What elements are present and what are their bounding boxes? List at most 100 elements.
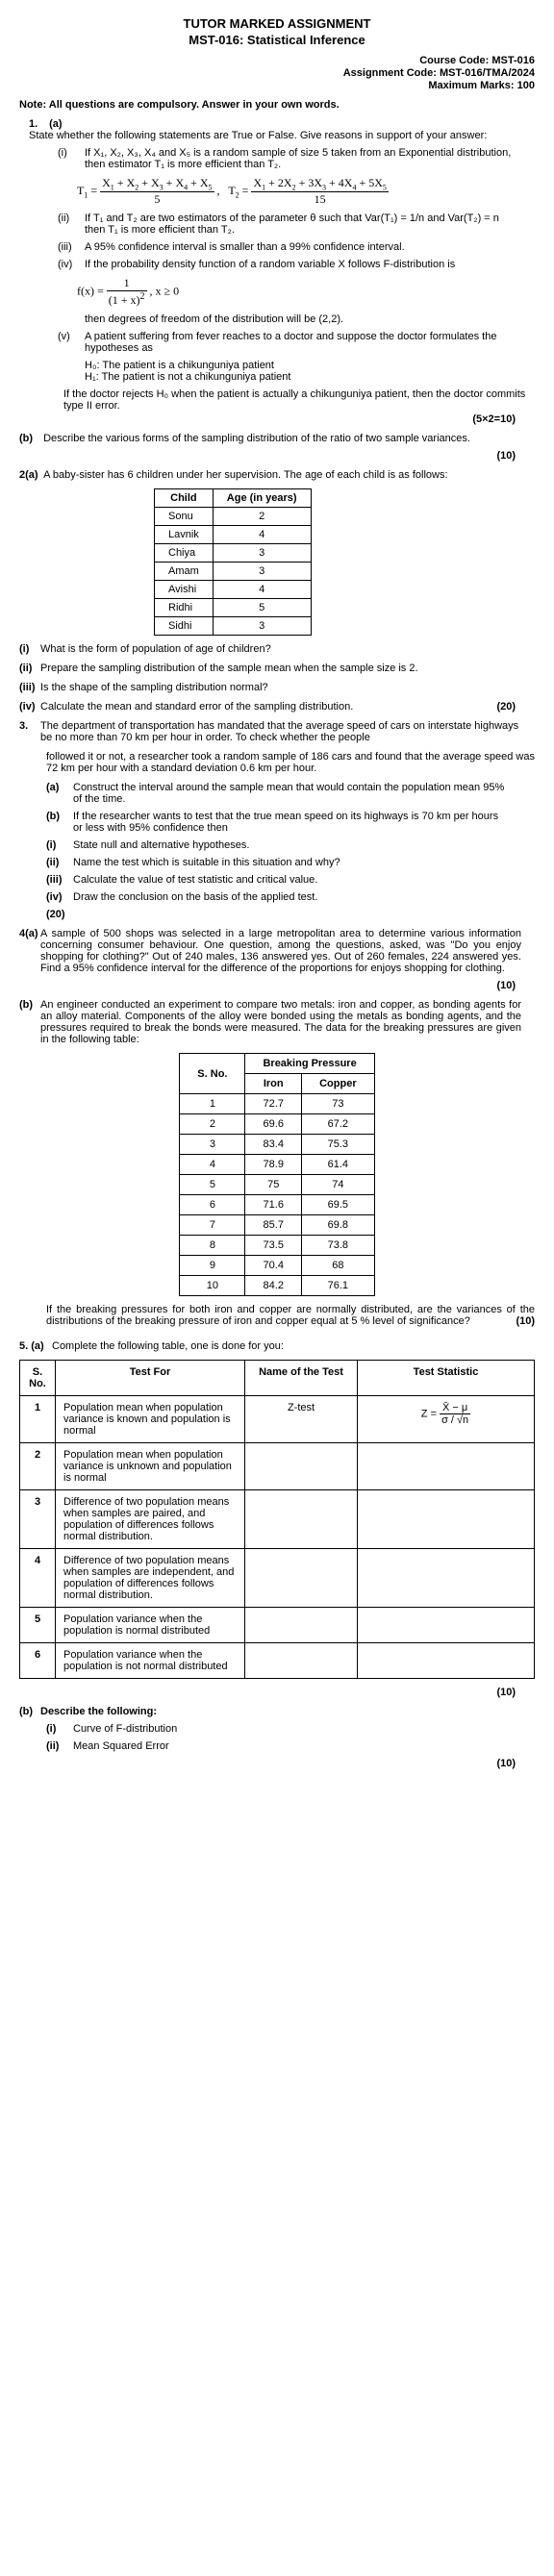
cell xyxy=(358,1549,535,1608)
txt: Curve of F-distribution xyxy=(73,1723,506,1735)
q1a-iv: (iv)If the probability density function … xyxy=(58,259,535,270)
sub-number: (v) xyxy=(58,331,85,342)
q4a: 4(a)A sample of 500 shops was selected i… xyxy=(19,928,535,974)
cell xyxy=(245,1443,358,1490)
th-child: Child xyxy=(155,489,214,508)
cell: 6 xyxy=(180,1195,245,1215)
cell: 4 xyxy=(213,526,311,544)
cell: 75.3 xyxy=(302,1135,375,1155)
testfor-table: S. No. Test For Name of the Test Test St… xyxy=(19,1360,535,1679)
cell: 72.7 xyxy=(245,1094,302,1114)
lbl: (iii) xyxy=(19,682,40,693)
q4a-text: A sample of 500 shops was selected in a … xyxy=(40,928,521,974)
q4b-label: (b) xyxy=(19,999,40,1011)
cell: 3 xyxy=(180,1135,245,1155)
q3: 3.The department of transportation has m… xyxy=(19,720,535,743)
cell: 2 xyxy=(213,508,311,526)
txt: Is the shape of the sampling distributio… xyxy=(40,682,521,693)
max-marks: Maximum Marks: 100 xyxy=(19,80,535,91)
txt: Calculate the value of test statistic an… xyxy=(73,874,506,886)
cell: 3 xyxy=(213,563,311,581)
q1b-marks: (10) xyxy=(19,450,516,462)
q1a-ii: (ii)If T₁ and T₂ are two estimators of t… xyxy=(58,213,535,236)
q2-iii: (iii)Is the shape of the sampling distri… xyxy=(19,682,535,693)
h1: H₁: The patient is not a chikunguniya pa… xyxy=(85,371,535,383)
cell: 3 xyxy=(213,617,311,636)
sub-text: A patient suffering from fever reaches t… xyxy=(85,331,517,354)
th-name: Name of the Test xyxy=(245,1361,358,1396)
cell: 1 xyxy=(20,1396,56,1443)
cell: 67.2 xyxy=(302,1114,375,1135)
lbl: (i) xyxy=(46,839,73,851)
q1: 1. (a) State whether the following state… xyxy=(29,118,535,141)
q2-ii: (ii)Prepare the sampling distribution of… xyxy=(19,663,535,674)
cell: 9 xyxy=(180,1256,245,1276)
lbl: (ii) xyxy=(19,663,40,674)
cell: 73.8 xyxy=(302,1236,375,1256)
txt: Name the test which is suitable in this … xyxy=(73,857,506,868)
breaking-table: S. No.Breaking Pressure IronCopper 172.7… xyxy=(179,1053,374,1296)
txt: Draw the conclusion on the basis of the … xyxy=(73,891,506,903)
cell: 69.8 xyxy=(302,1215,375,1236)
cell: 1 xyxy=(180,1094,245,1114)
cell: 78.9 xyxy=(245,1155,302,1175)
q4b-marks: (10) xyxy=(516,1315,535,1327)
q5a: 5. (a)Complete the following table, one … xyxy=(19,1340,535,1352)
sub-text: If X₁, X₂, X₃, X₄ and X₅ is a random sam… xyxy=(85,147,517,170)
txt: State null and alternative hypotheses. xyxy=(73,839,506,851)
txt: What is the form of population of age of… xyxy=(40,643,521,655)
cell: 5 xyxy=(213,599,311,617)
cell: 76.1 xyxy=(302,1276,375,1296)
cell: 2 xyxy=(20,1443,56,1490)
cell: 5 xyxy=(180,1175,245,1195)
cell: 4 xyxy=(180,1155,245,1175)
cell: 74 xyxy=(302,1175,375,1195)
q4a-label: 4(a) xyxy=(19,928,40,939)
th-stat: Test Statistic xyxy=(358,1361,535,1396)
txt: Prepare the sampling distribution of the… xyxy=(40,663,521,674)
q5a-label: 5. (a) xyxy=(19,1340,52,1352)
lbl: (i) xyxy=(46,1723,73,1735)
cell: 71.6 xyxy=(245,1195,302,1215)
cell: 8 xyxy=(180,1236,245,1256)
cell xyxy=(358,1443,535,1490)
q1a-v: (v)A patient suffering from fever reache… xyxy=(58,331,535,354)
cell: Difference of two population means when … xyxy=(56,1549,245,1608)
children-table: ChildAge (in years) Sonu2 Lavnik4 Chiya3… xyxy=(154,488,312,636)
q3b-iv: (iv)Draw the conclusion on the basis of … xyxy=(46,891,535,903)
cell: Avishi xyxy=(155,581,214,599)
th-sno: S. No. xyxy=(20,1361,56,1396)
q1b-text: Describe the various forms of the sampli… xyxy=(43,433,524,444)
txt: If the researcher wants to test that the… xyxy=(73,811,506,834)
title-2: MST-016: Statistical Inference xyxy=(19,33,535,47)
q5a-marks: (10) xyxy=(19,1687,516,1698)
q1b: (b) Describe the various forms of the sa… xyxy=(19,433,535,444)
th-age: Age (in years) xyxy=(213,489,311,508)
q1a-v-after: If the doctor rejects H₀ when the patien… xyxy=(63,388,535,412)
title-1: TUTOR MARKED ASSIGNMENT xyxy=(19,16,535,31)
q1-number: 1. xyxy=(29,118,46,130)
th-iron: Iron xyxy=(245,1074,302,1094)
lbl: (iii) xyxy=(46,874,73,886)
cell: 3 xyxy=(213,544,311,563)
q5a-text: Complete the following table, one is don… xyxy=(52,1340,514,1352)
th-bp: Breaking Pressure xyxy=(245,1054,374,1074)
q3b: (b)If the researcher wants to test that … xyxy=(46,811,535,834)
cell: Sidhi xyxy=(155,617,214,636)
q1-marks: (5×2=10) xyxy=(19,413,516,425)
q1a-iii: (iii)A 95% confidence interval is smalle… xyxy=(58,241,535,253)
cell xyxy=(358,1490,535,1549)
cell: Population variance when the population … xyxy=(56,1608,245,1643)
q3b-i: (i)State null and alternative hypotheses… xyxy=(46,839,535,851)
cell: 2 xyxy=(180,1114,245,1135)
th-copper: Copper xyxy=(302,1074,375,1094)
th-testfor: Test For xyxy=(56,1361,245,1396)
cell-formula: Z = X̄ − μσ / √n xyxy=(358,1396,535,1443)
cell: 70.4 xyxy=(245,1256,302,1276)
lbl: (b) xyxy=(46,811,73,822)
q2-i: (i)What is the form of population of age… xyxy=(19,643,535,655)
q4a-marks: (10) xyxy=(19,980,516,991)
sub-number: (iv) xyxy=(58,259,85,270)
h0: H₀: The patient is a chikunguniya patien… xyxy=(85,360,535,371)
cell: 83.4 xyxy=(245,1135,302,1155)
